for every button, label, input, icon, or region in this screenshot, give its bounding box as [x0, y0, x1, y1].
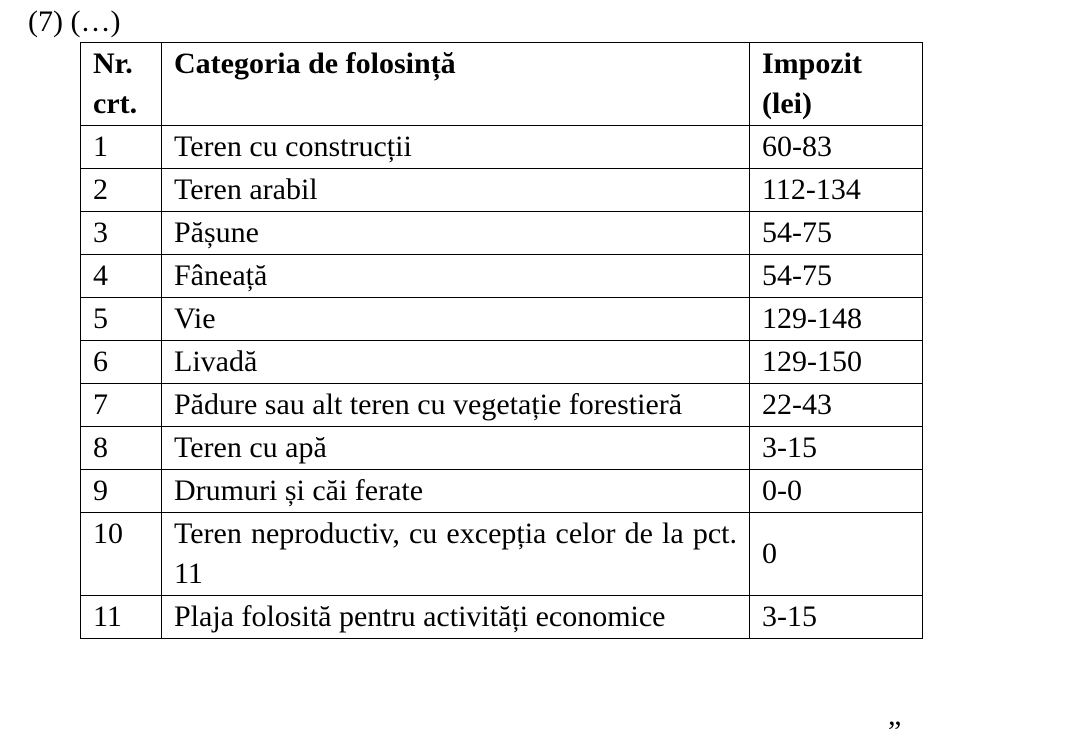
tax-table: Nr. crt. Categoria de folosință Impozit (l… [80, 42, 923, 639]
table-cell: 112-134 [749, 168, 923, 212]
table-row: 9 Drumuri și căi ferate 0-0 [80, 469, 923, 513]
table-cell: Teren cu construcții [161, 125, 750, 169]
table-body: 1 Teren cu construcții 60-83 2 Teren arabil 1… [80, 125, 923, 639]
table-row: 7 Pădure sau alt teren cu vegetație fores… [80, 383, 923, 427]
table-row: 4 Fâneață 54-75 [80, 254, 923, 298]
table-cell: Teren neproductiv, cu excepția celor de … [161, 512, 750, 596]
table-cell: Pădure sau alt teren cu vegetație forest… [161, 383, 750, 427]
header-cell: Impozit (lei) [749, 42, 923, 126]
table-cell: 3-15 [749, 426, 923, 470]
table-row: 6 Livadă 129-150 [80, 340, 923, 384]
table-cell: Drumuri și căi ferate [161, 469, 750, 513]
table-row: 1 Teren cu construcții 60-83 [80, 125, 923, 169]
table-cell: 8 [80, 426, 162, 470]
closing-quote: ” [888, 715, 902, 748]
table-cell: 5 [80, 297, 162, 341]
table-row: 8 Teren cu apă 3-15 [80, 426, 923, 470]
table-cell: 129-150 [749, 340, 923, 384]
table-row: 3 Pășune 54-75 [80, 211, 923, 255]
table-cell: 11 [80, 595, 162, 639]
table-cell: Teren cu apă [161, 426, 750, 470]
table-cell: 7 [80, 383, 162, 427]
table-cell: 54-75 [749, 254, 923, 298]
table-cell: 0-0 [749, 469, 923, 513]
table-cell: 3 [80, 211, 162, 255]
section-label: (7) (…) [28, 5, 121, 38]
table-row: 2 Teren arabil 112-134 [80, 168, 923, 212]
table-cell: Livadă [161, 340, 750, 384]
table-cell: 60-83 [749, 125, 923, 169]
table-cell: Fâneață [161, 254, 750, 298]
table-cell: 4 [80, 254, 162, 298]
table-row: 5 Vie 129-148 [80, 297, 923, 341]
table-cell: 22-43 [749, 383, 923, 427]
table-cell: 0 [749, 512, 923, 596]
table-cell: 1 [80, 125, 162, 169]
header-cell: Nr. crt. [80, 42, 162, 126]
table-cell: Vie [161, 297, 750, 341]
table-cell: Pășune [161, 211, 750, 255]
table-cell: 2 [80, 168, 162, 212]
table-row: 10 Teren neproductiv, cu excepția celor d… [80, 512, 923, 596]
table-cell: 129-148 [749, 297, 923, 341]
table-row: 11 Plaja folosită pentru activități econo… [80, 595, 923, 639]
table-cell: 6 [80, 340, 162, 384]
table-cell: Plaja folosită pentru activități economi… [161, 595, 750, 639]
table-cell: 54-75 [749, 211, 923, 255]
table-cell: 10 [80, 512, 162, 596]
table-cell: 3-15 [749, 595, 923, 639]
table-cell: Teren arabil [161, 168, 750, 212]
header-row: Nr. crt. Categoria de folosință Impozit (l… [80, 42, 923, 126]
header-cell: Categoria de folosință [161, 42, 750, 126]
table-cell: 9 [80, 469, 162, 513]
